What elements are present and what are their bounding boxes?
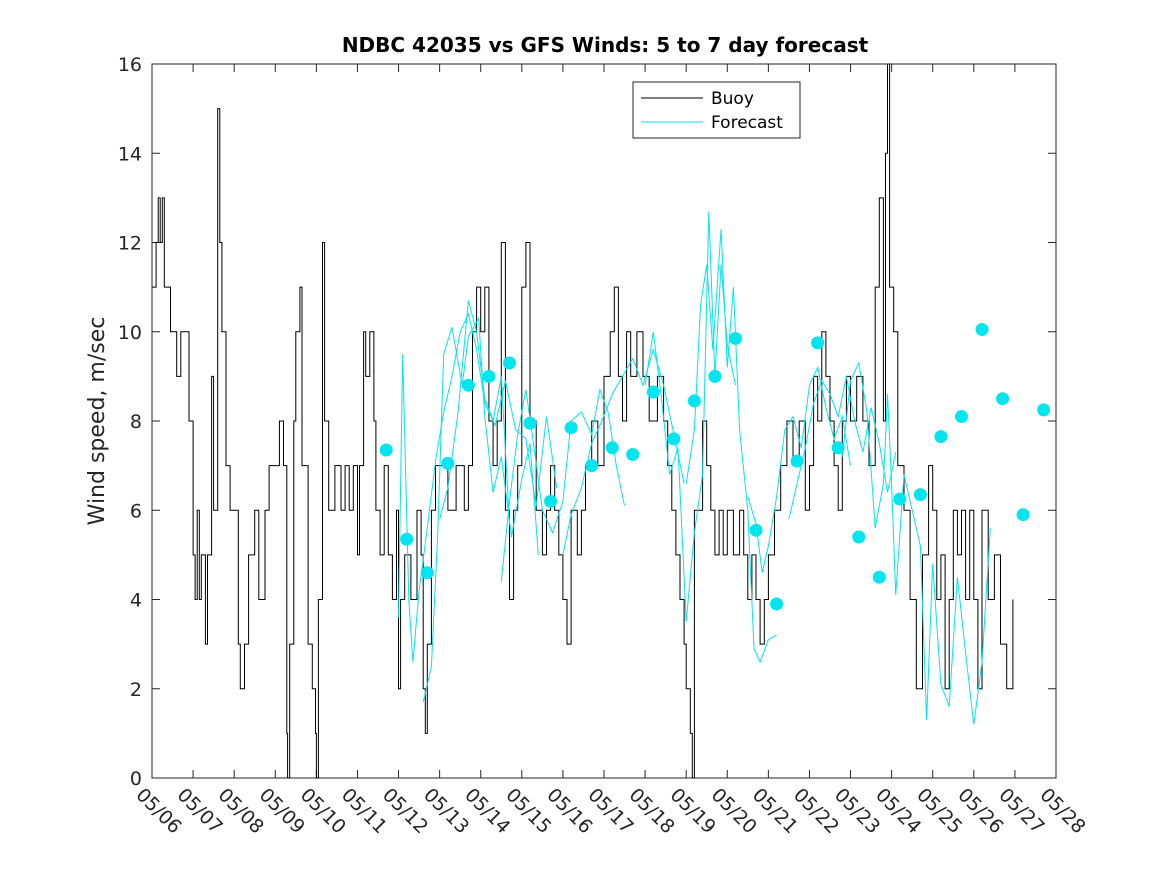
y-tick-label: 12 [118, 233, 142, 255]
forecast-line [644, 211, 736, 622]
forecast-line [841, 361, 991, 725]
forecast-mean-marker [954, 410, 968, 424]
forecast-mean-marker [749, 523, 763, 537]
forecast-mean-marker [420, 566, 434, 580]
forecast-mean-marker [852, 530, 866, 544]
forecast-line [788, 376, 897, 520]
forecast-mean-marker [626, 447, 640, 461]
forecast-mean-marker [646, 385, 660, 399]
legend-buoy-label: Buoy [711, 89, 754, 109]
forecast-mean-marker [975, 323, 989, 337]
y-tick-label: 14 [118, 143, 142, 165]
forecast-mean-marker [400, 532, 414, 546]
forecast-mean-marker [893, 492, 907, 506]
forecast-line [398, 312, 510, 663]
forecast-mean-marker [585, 459, 599, 473]
legend-forecast-label: Forecast [711, 113, 783, 133]
forecast-mean-marker [1037, 403, 1051, 417]
forecast-mean-marker [831, 441, 845, 455]
forecast-mean-marker [564, 421, 578, 435]
forecast-mean-marker [790, 454, 804, 468]
forecast-mean-marker [934, 430, 948, 444]
forecast-mean-marker [502, 356, 516, 370]
forecast-mean-marker [770, 597, 784, 611]
forecast-line [685, 229, 777, 664]
y-tick-label: 0 [130, 768, 142, 790]
forecast-mean-marker [872, 570, 886, 584]
forecast-mean-marker [811, 336, 825, 350]
forecast-mean-marker [728, 331, 742, 345]
legend-box [632, 81, 801, 139]
forecast-mean-marker [461, 378, 475, 392]
y-tick-label: 8 [130, 411, 142, 433]
forecast-mean-marker [708, 369, 722, 383]
forecast-mean-marker [441, 456, 455, 470]
y-axis-label: Wind speed, m/sec [85, 317, 110, 526]
y-tick-label: 10 [118, 322, 142, 344]
forecast-mean-marker [482, 369, 496, 383]
forecast-line [422, 316, 539, 703]
chart-title: NDBC 42035 vs GFS Winds: 5 to 7 day fore… [342, 33, 869, 57]
forecast-mean-marker [687, 394, 701, 408]
forecast-mean-marker [996, 392, 1010, 406]
y-tick-label: 2 [130, 679, 142, 701]
buoy-line [152, 63, 1014, 779]
y-tick-label: 4 [130, 590, 142, 612]
forecast-line [562, 347, 685, 555]
forecast-mean-marker [523, 416, 537, 430]
forecast-mean-marker [913, 488, 927, 502]
forecast-line [747, 365, 851, 573]
forecast-mean-marker [379, 443, 393, 457]
forecast-line [500, 387, 625, 582]
forecast-mean-marker [605, 441, 619, 455]
forecast-mean-marker [544, 494, 558, 508]
y-tick-label: 16 [118, 54, 142, 76]
forecast-mean-marker [1016, 508, 1030, 522]
forecast-mean-marker [667, 432, 681, 446]
forecast-line [439, 300, 558, 520]
y-tick-label: 6 [130, 500, 142, 522]
